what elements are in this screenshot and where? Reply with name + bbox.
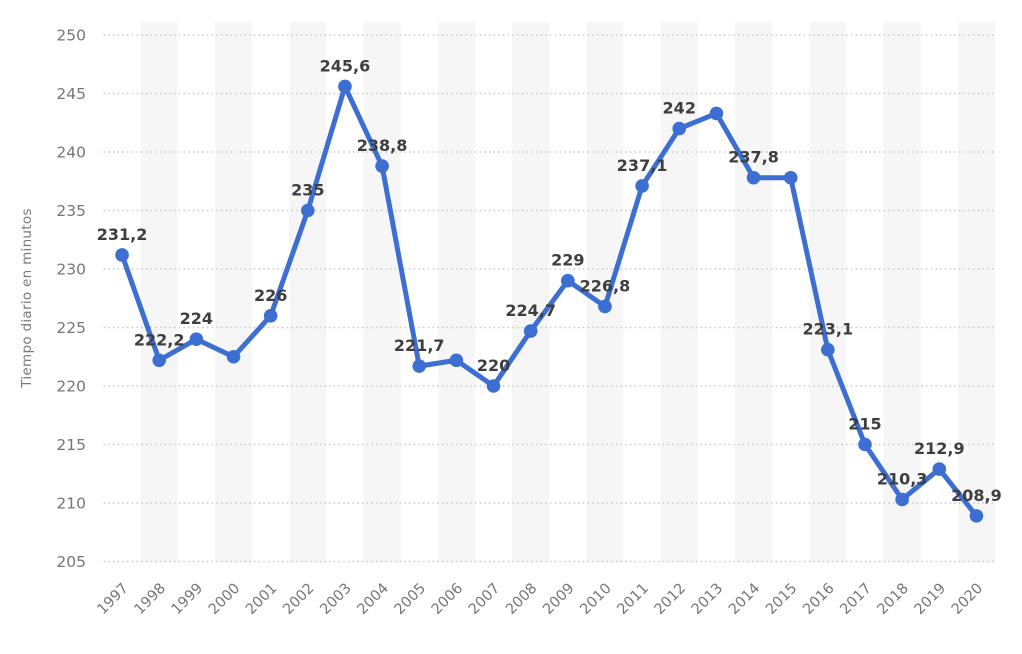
data-point-2017[interactable] [858, 437, 872, 452]
x-tick-label: 2018 [875, 581, 912, 618]
data-point-2016[interactable] [821, 342, 835, 357]
data-point-1997[interactable] [115, 248, 129, 262]
data-point-2020[interactable] [969, 509, 984, 523]
data-point-2012[interactable] [672, 121, 687, 136]
data-label-2019: 212,9 [914, 439, 965, 458]
y-tick-label: 225 [56, 319, 86, 337]
x-tick-label: 2004 [355, 581, 392, 618]
data-label-2017: 215 [848, 415, 881, 434]
x-tick-label: 2019 [912, 581, 949, 618]
data-point-2014[interactable] [746, 170, 761, 185]
y-axis-title: Tiempo diario en minutos [19, 208, 35, 388]
data-point-2009[interactable] [561, 273, 575, 288]
data-label-2014: 237,8 [728, 148, 779, 167]
y-tick-label: 230 [56, 261, 86, 279]
data-point-2000[interactable] [226, 349, 241, 364]
x-tick-label: 2017 [837, 581, 874, 618]
data-point-1998[interactable] [152, 353, 167, 368]
category-band [734, 22, 773, 563]
category-band [363, 22, 401, 563]
category-band [437, 22, 475, 563]
data-point-2010[interactable] [598, 299, 612, 314]
category-band [660, 22, 698, 563]
y-tick-label: 220 [56, 378, 86, 396]
data-point-2002[interactable] [301, 203, 315, 218]
data-label-2002: 235 [291, 181, 324, 200]
data-point-2019[interactable] [932, 462, 947, 476]
x-tick-label: 2000 [206, 581, 243, 618]
data-label-1999: 224 [180, 309, 213, 328]
y-tick-label: 250 [56, 27, 86, 45]
x-tick-label: 1999 [169, 581, 206, 618]
category-band [214, 22, 253, 563]
data-point-2003[interactable] [338, 79, 352, 94]
x-tick-label: 2020 [949, 581, 986, 618]
data-label-2003: 245,6 [320, 56, 371, 75]
data-label-2005: 221,7 [394, 336, 445, 355]
trend-line [119, 83, 979, 519]
data-point-2018[interactable] [895, 492, 909, 507]
x-tick-label: 2011 [615, 581, 652, 618]
x-tick-label: 2010 [577, 581, 614, 618]
x-tick-label: 2001 [243, 581, 280, 618]
y-tick-label: 210 [56, 495, 86, 513]
x-tick-label: 2003 [317, 581, 354, 618]
data-point-2004[interactable] [375, 159, 389, 173]
x-tick-label: 1998 [132, 581, 169, 618]
data-point-2007[interactable] [486, 379, 501, 393]
x-tick-label: 1997 [94, 581, 131, 618]
data-point-2011[interactable] [635, 179, 649, 193]
data-label-2007: 220 [477, 356, 510, 375]
data-label-2016: 223,1 [803, 320, 854, 339]
x-tick-label: 2012 [652, 581, 689, 618]
y-tick-label: 205 [56, 553, 86, 571]
y-tick-label: 215 [56, 436, 86, 454]
data-label-2004: 238,8 [357, 136, 408, 155]
data-label-2008: 224,7 [505, 301, 556, 320]
data-point-2008[interactable] [523, 324, 538, 338]
y-tick-label: 240 [56, 144, 86, 162]
x-tick-label: 2016 [800, 581, 837, 618]
x-tick-label: 2006 [429, 581, 466, 618]
data-point-2006[interactable] [449, 353, 464, 368]
x-tick-label: 2002 [280, 581, 317, 618]
category-band [512, 22, 550, 563]
data-point-2015[interactable] [783, 170, 798, 185]
x-tick-label: 2013 [689, 581, 726, 618]
category-band [957, 22, 995, 563]
x-tick-label: 2007 [466, 581, 503, 618]
category-band [883, 22, 921, 563]
data-label-1998: 222,2 [134, 330, 185, 349]
category-band [140, 22, 178, 563]
data-label-2010: 226,8 [580, 276, 631, 295]
data-label-2011: 237,1 [617, 156, 668, 175]
x-tick-label: 2005 [392, 581, 429, 618]
data-point-2005[interactable] [412, 359, 427, 373]
category-band [289, 22, 327, 563]
x-tick-label: 2008 [503, 581, 540, 618]
data-label-2020: 208,9 [951, 486, 1002, 505]
data-label-2012: 242 [663, 99, 696, 118]
data-point-2013[interactable] [709, 106, 724, 121]
data-label-1997: 231,2 [97, 225, 148, 244]
x-tick-label: 2015 [763, 581, 800, 618]
data-label-2018: 210,3 [877, 469, 928, 488]
x-tick-label: 2014 [726, 581, 763, 618]
category-band [586, 22, 624, 563]
y-tick-label: 235 [56, 202, 86, 220]
data-point-1999[interactable] [189, 332, 204, 347]
data-label-2009: 229 [551, 251, 584, 270]
data-point-2001[interactable] [263, 309, 278, 323]
data-label-2001: 226 [254, 286, 287, 305]
x-tick-label: 2009 [540, 581, 577, 618]
y-tick-label: 245 [56, 85, 86, 103]
